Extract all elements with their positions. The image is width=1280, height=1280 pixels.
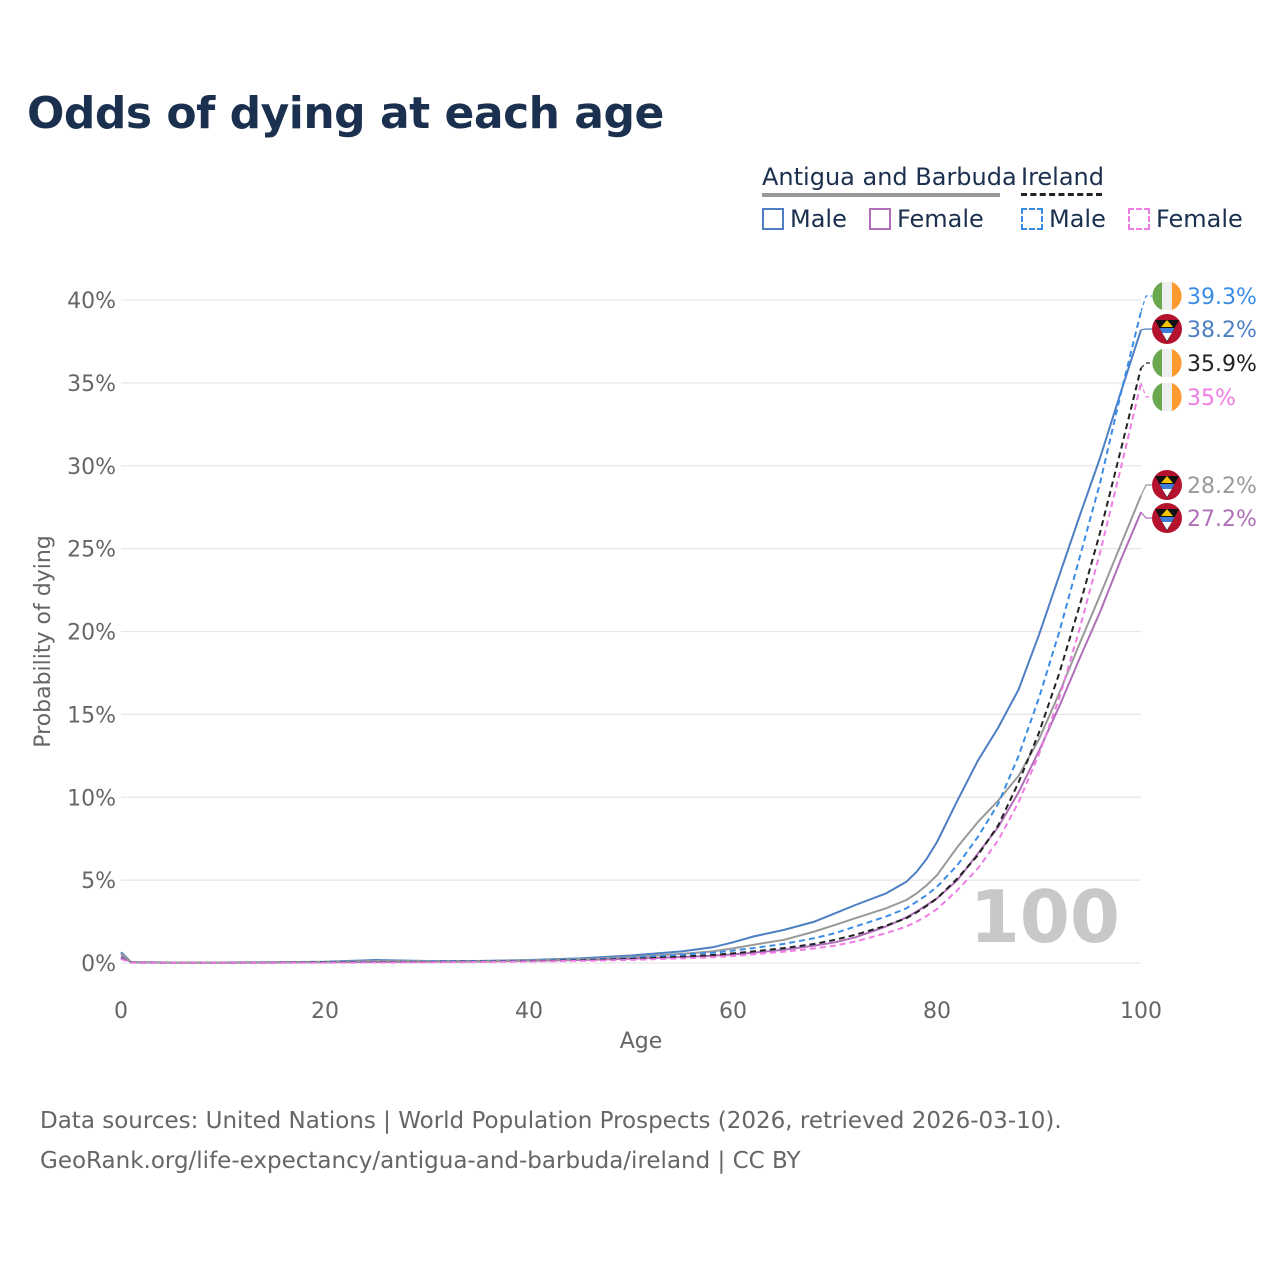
- ireland-flag-white: [1162, 282, 1172, 310]
- ireland-flag-orange: [1172, 349, 1182, 377]
- antigua-flag-sun: [1161, 509, 1173, 516]
- end-value-label: 27.2%: [1187, 507, 1257, 532]
- legend-label-ireland-female: Female: [1156, 205, 1243, 233]
- legend-item-antigua-male[interactable]: Male: [762, 205, 847, 233]
- y-tick-label: 10%: [67, 786, 116, 811]
- y-tick-label: 20%: [67, 621, 116, 646]
- x-tick-label: 20: [311, 999, 339, 1024]
- y-tick-label: 5%: [81, 869, 116, 894]
- y-tick-label: 40%: [67, 289, 116, 314]
- legend-item-ireland-male[interactable]: Male: [1021, 205, 1106, 233]
- end-connector: [1140, 511, 1153, 519]
- y-tick-label: 35%: [67, 372, 116, 397]
- x-tick-label: 40: [515, 999, 543, 1024]
- end-connector: [1140, 295, 1153, 312]
- end-value-label: 38.2%: [1187, 318, 1257, 343]
- series-line-4: [120, 367, 1142, 964]
- legend-label-antigua-male: Male: [790, 205, 847, 233]
- legend-swatch-ireland-male: [1021, 208, 1043, 230]
- legend-item-ireland-female[interactable]: Female: [1128, 205, 1243, 233]
- y-axis-label: Probability of dying: [31, 535, 56, 748]
- legend-swatch-ireland-female: [1128, 208, 1150, 230]
- series-line-3: [120, 311, 1142, 964]
- antigua-flag-white: [1162, 489, 1172, 497]
- series-line-0: [120, 329, 1142, 964]
- end-connector: [1140, 382, 1153, 398]
- legend-swatch-antigua-male: [762, 208, 784, 230]
- ireland-flag-green: [1152, 383, 1162, 411]
- legend-label-antigua-female: Female: [897, 205, 984, 233]
- chart-title: Odds of dying at each age: [27, 88, 664, 139]
- y-tick-label: 25%: [67, 538, 116, 563]
- ireland-flag-white: [1162, 349, 1172, 377]
- series-line-5: [120, 382, 1142, 964]
- end-connector: [1140, 484, 1153, 496]
- ireland-flag-green: [1152, 282, 1162, 310]
- x-tick-label: 60: [719, 999, 747, 1024]
- legend-item-antigua-female[interactable]: Female: [869, 205, 984, 233]
- antigua-flag-sun: [1161, 476, 1173, 483]
- age-watermark: 100: [970, 875, 1120, 959]
- legend-ireland-underline: [1021, 193, 1102, 196]
- end-value-label: 28.2%: [1187, 474, 1257, 499]
- legend-antigua-underline: [762, 193, 1000, 197]
- end-value-label: 35%: [1187, 386, 1236, 411]
- x-tick-label: 100: [1120, 999, 1162, 1024]
- antigua-flag-white: [1162, 522, 1172, 530]
- end-value-label: 35.9%: [1187, 352, 1257, 377]
- end-connector: [1140, 362, 1153, 369]
- legend-swatch-antigua-female: [869, 208, 891, 230]
- antigua-flag-white: [1162, 333, 1172, 341]
- y-tick-label: 15%: [67, 703, 116, 728]
- legend-country-ireland: Ireland: [1021, 163, 1105, 191]
- y-tick-label: 0%: [81, 952, 116, 977]
- x-tick-label: 80: [923, 999, 951, 1024]
- end-connector: [1140, 328, 1153, 331]
- x-axis-label: Age: [620, 1029, 663, 1054]
- end-value-label: 39.3%: [1187, 285, 1257, 310]
- ireland-flag-orange: [1172, 383, 1182, 411]
- ireland-flag-orange: [1172, 282, 1182, 310]
- source-line-1: Data sources: United Nations | World Pop…: [40, 1108, 1062, 1134]
- antigua-flag-sun: [1161, 320, 1173, 327]
- source-line-2: GeoRank.org/life-expectancy/antigua-and-…: [40, 1148, 801, 1174]
- y-tick-label: 30%: [67, 455, 116, 480]
- antigua-flag-blue: [1159, 484, 1175, 489]
- x-tick-label: 0: [114, 999, 128, 1024]
- ireland-flag-white: [1162, 383, 1172, 411]
- antigua-flag-blue: [1159, 328, 1175, 333]
- antigua-flag-blue: [1159, 517, 1175, 522]
- legend-label-ireland-male: Male: [1049, 205, 1106, 233]
- legend-country-antigua: Antigua and Barbuda: [762, 163, 1017, 191]
- ireland-flag-green: [1152, 349, 1162, 377]
